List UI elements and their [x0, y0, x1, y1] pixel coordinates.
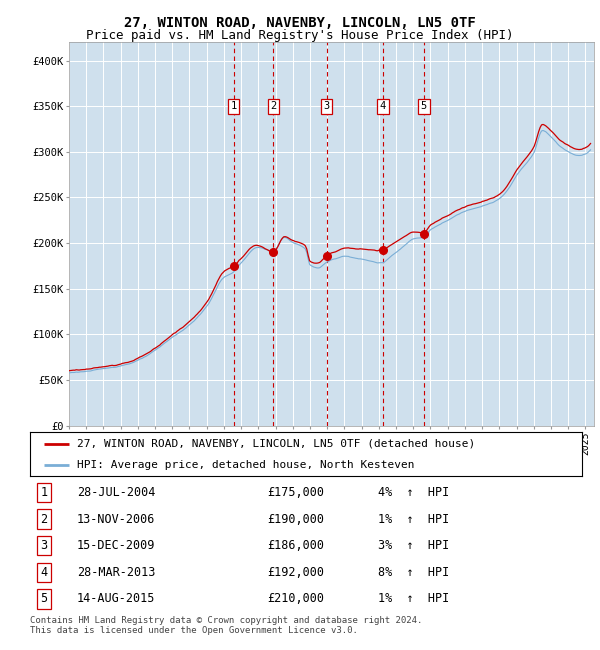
Text: 4%  ↑  HPI: 4% ↑ HPI: [378, 486, 449, 499]
Text: 13-NOV-2006: 13-NOV-2006: [77, 512, 155, 525]
Text: 15-DEC-2009: 15-DEC-2009: [77, 540, 155, 552]
Text: £175,000: £175,000: [268, 486, 325, 499]
Text: 27, WINTON ROAD, NAVENBY, LINCOLN, LN5 0TF (detached house): 27, WINTON ROAD, NAVENBY, LINCOLN, LN5 0…: [77, 439, 475, 449]
Text: 14-AUG-2015: 14-AUG-2015: [77, 593, 155, 606]
Text: 27, WINTON ROAD, NAVENBY, LINCOLN, LN5 0TF: 27, WINTON ROAD, NAVENBY, LINCOLN, LN5 0…: [124, 16, 476, 31]
Text: 1: 1: [230, 101, 237, 111]
Text: £210,000: £210,000: [268, 593, 325, 606]
Text: 3%  ↑  HPI: 3% ↑ HPI: [378, 540, 449, 552]
Text: 8%  ↑  HPI: 8% ↑ HPI: [378, 566, 449, 578]
Text: £192,000: £192,000: [268, 566, 325, 578]
Text: 1: 1: [40, 486, 47, 499]
Text: £190,000: £190,000: [268, 512, 325, 525]
Text: 28-MAR-2013: 28-MAR-2013: [77, 566, 155, 578]
Text: Price paid vs. HM Land Registry's House Price Index (HPI): Price paid vs. HM Land Registry's House …: [86, 29, 514, 42]
Text: 1%  ↑  HPI: 1% ↑ HPI: [378, 593, 449, 606]
Text: 1%  ↑  HPI: 1% ↑ HPI: [378, 512, 449, 525]
Text: 28-JUL-2004: 28-JUL-2004: [77, 486, 155, 499]
Text: 5: 5: [40, 593, 47, 606]
Text: £186,000: £186,000: [268, 540, 325, 552]
Text: 5: 5: [421, 101, 427, 111]
Text: Contains HM Land Registry data © Crown copyright and database right 2024.
This d: Contains HM Land Registry data © Crown c…: [30, 616, 422, 635]
Text: 3: 3: [323, 101, 329, 111]
Text: HPI: Average price, detached house, North Kesteven: HPI: Average price, detached house, Nort…: [77, 460, 415, 470]
Text: 2: 2: [40, 512, 47, 525]
Text: 4: 4: [380, 101, 386, 111]
Text: 4: 4: [40, 566, 47, 578]
Text: 2: 2: [270, 101, 277, 111]
Text: 3: 3: [40, 540, 47, 552]
